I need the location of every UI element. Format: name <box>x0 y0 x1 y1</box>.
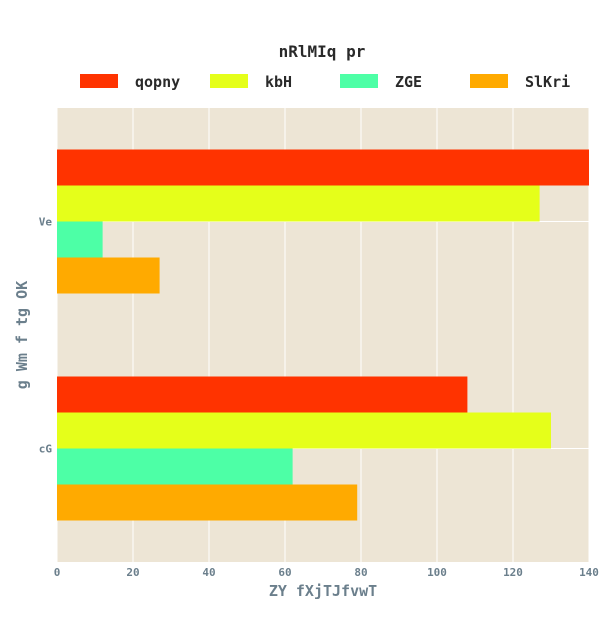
bar <box>57 376 468 413</box>
legend-label: kbH <box>265 73 292 91</box>
legend-label: qopny <box>135 73 180 91</box>
bars <box>57 149 589 521</box>
bar <box>57 149 589 186</box>
x-tick-label: 40 <box>202 566 215 579</box>
y-tick-label: cG <box>39 443 53 456</box>
legend-label: SlKri <box>525 73 570 91</box>
x-tick-label: 140 <box>579 566 599 579</box>
legend-swatch <box>340 74 378 88</box>
bar <box>57 484 358 521</box>
bar <box>57 221 103 258</box>
x-axis-title: ZY fXjTJfvwT <box>269 582 377 600</box>
bar <box>57 257 160 294</box>
x-tick-label: 100 <box>427 566 447 579</box>
bar <box>57 185 540 222</box>
x-tick-label: 0 <box>54 566 61 579</box>
x-tick-label: 120 <box>503 566 523 579</box>
legend-swatch <box>470 74 508 88</box>
x-tick-label: 60 <box>278 566 291 579</box>
x-tick-labels: 0 20 40 60 80 100 120 140 <box>54 566 599 579</box>
y-tick-labels: Ve cG <box>39 216 53 456</box>
legend-title: nRlMIq pr <box>279 42 366 61</box>
legend-swatch <box>210 74 248 88</box>
legend-label: ZGE <box>395 73 422 91</box>
x-tick-label: 20 <box>126 566 139 579</box>
y-axis-title: g Wm f tg OK <box>13 281 31 389</box>
x-tick-label: 80 <box>354 566 367 579</box>
legend: qopny kbH ZGE SlKri <box>80 73 570 91</box>
bar <box>57 412 551 449</box>
legend-swatch <box>80 74 118 88</box>
y-tick-label: Ve <box>39 216 53 229</box>
bar <box>57 448 293 485</box>
